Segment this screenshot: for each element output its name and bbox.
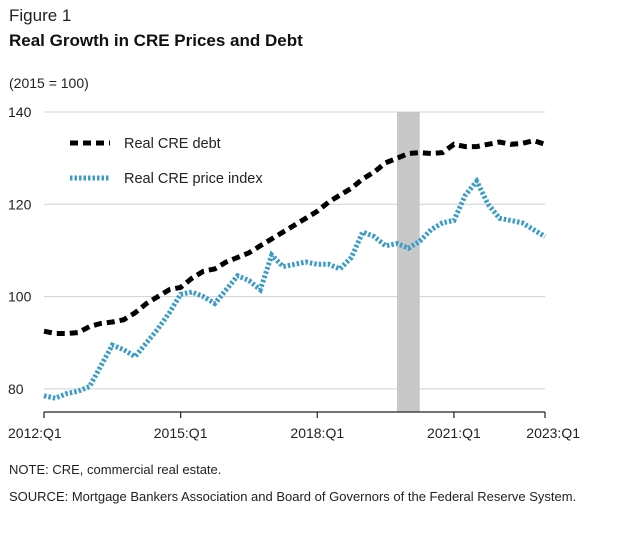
line-chart: 80 100 120 140 2012:Q1 2015:Q1 2018:Q1 2021:Q1…	[8, 104, 580, 441]
x-tick-label: 2012:Q1	[8, 425, 62, 441]
x-tick-label: 2015:Q1	[154, 425, 208, 441]
axis-layer: 2012:Q1 2015:Q1 2018:Q1 2021:Q1 2023:Q1	[8, 411, 580, 441]
y-tick-label: 80	[8, 381, 24, 397]
series-line-cre-debt	[43, 138, 546, 336]
legend: Real CRE debt Real CRE price index	[70, 136, 263, 187]
x-tick-label: 2023:Q1	[526, 425, 580, 441]
y-tick-label: 120	[8, 196, 32, 212]
legend-label-debt: Real CRE debt	[124, 136, 221, 152]
chart-note: NOTE: CRE, commercial real estate.	[9, 462, 222, 477]
series-layer	[43, 138, 547, 401]
shaded-period	[396, 112, 420, 412]
legend-label-price: Real CRE price index	[124, 171, 263, 187]
chart-title: Real Growth in CRE Prices and Debt	[9, 31, 303, 50]
y-tick-label: 100	[8, 289, 32, 305]
series-line-cre-price-index	[43, 176, 547, 401]
figure-label: Figure 1	[9, 6, 72, 25]
x-tick-label: 2018:Q1	[290, 425, 344, 441]
chart-source: SOURCE: Mortgage Bankers Association and…	[9, 489, 577, 504]
y-tick-label: 140	[8, 104, 32, 120]
shade-layer	[396, 112, 420, 412]
x-tick-label: 2021:Q1	[427, 425, 481, 441]
unit-note: (2015 = 100)	[9, 75, 89, 91]
